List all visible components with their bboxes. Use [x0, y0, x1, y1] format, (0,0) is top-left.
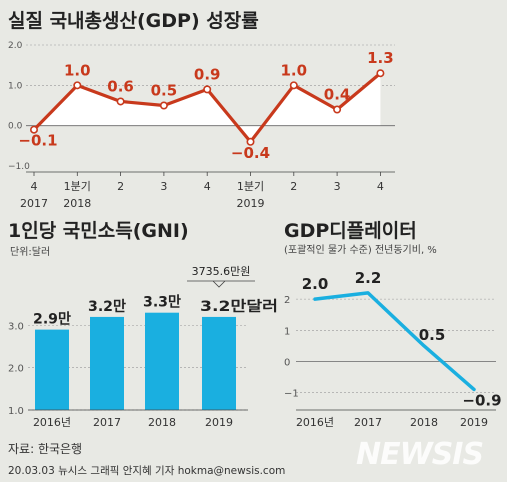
gni-category-label: 2016년: [33, 416, 71, 429]
gdp-quarter-label: 1분기: [237, 180, 264, 193]
gdp-data-point: [159, 101, 168, 110]
gdp-quarter-label: 4: [31, 180, 38, 193]
gdp-data-label: 0.9: [194, 65, 221, 83]
deflator-data-label: 2.0: [302, 275, 329, 293]
deflator-category-label: 2016년: [296, 416, 334, 429]
source-label: 자료: 한국은행: [8, 442, 83, 456]
gdp-data-label: 1.0: [281, 61, 308, 79]
gdp-data-label: 1.3: [367, 49, 394, 67]
gdp-data-label: 0.4: [324, 86, 351, 104]
gdp-data-label: −0.4: [231, 144, 270, 162]
gni-bar: [35, 329, 69, 410]
gni-ytick-label: 1.0: [8, 406, 24, 417]
gdp-data-point: [73, 81, 82, 90]
gni-callout-bracket: [187, 280, 255, 288]
deflator-data-label: −0.9: [462, 391, 501, 409]
deflator-data-label: 2.2: [355, 269, 382, 287]
gni-category-label: 2017: [93, 416, 121, 429]
gni-bar: [90, 316, 124, 410]
gni-value-label: 3.3만: [143, 295, 181, 311]
gdp-data-point: [376, 69, 385, 78]
deflator-data-label: 0.5: [419, 326, 446, 344]
gni-ytick-label: 2.0: [8, 364, 24, 375]
gdp-quarter-label: 2: [117, 180, 124, 193]
gni-bar: [145, 312, 179, 410]
deflator-ytick-label: 2: [284, 295, 290, 306]
gdp-data-label: −0.1: [18, 132, 57, 150]
gni-bar: [202, 316, 236, 410]
gni-category-label: 2019: [205, 416, 233, 429]
gdp-quarter-label: 3: [160, 180, 167, 193]
gdp-data-label: 0.6: [107, 77, 134, 95]
gdp-quarter-label: 2: [290, 180, 297, 193]
gni-value-label: 3.2만: [88, 299, 126, 315]
gdp-area-fill: [34, 73, 381, 142]
deflator-chart-title: GDP디플레이터: [284, 220, 417, 242]
gdp-ytick-label: 1.0: [8, 81, 23, 91]
deflator-ytick-label: 1: [284, 326, 290, 337]
gdp-data-point: [246, 137, 255, 146]
gni-category-label: 2018: [148, 416, 176, 429]
gdp-ytick-label: 2.0: [8, 41, 23, 51]
gdp-data-point: [203, 85, 212, 94]
gdp-year-label: 2017: [20, 197, 48, 210]
deflator-ytick-label: 0: [284, 357, 290, 368]
deflator-series-line: [313, 291, 476, 392]
gdp-ytick-label: 0.0: [8, 122, 23, 132]
gdp-data-point: [29, 125, 38, 134]
gdp-quarter-label: 1분기: [64, 180, 91, 193]
newsis-watermark: NEWSIS: [356, 437, 484, 472]
credit-line: 20.03.03 뉴시스 그래픽 안지혜 기자 hokma@newsis.com: [8, 465, 286, 477]
deflator-category-label: 2017: [354, 416, 382, 429]
gdp-data-point: [333, 105, 342, 114]
deflator-category-label: 2018: [410, 416, 438, 429]
deflator-subtitle: (포괄적인 물가 수준) 전년동기비, %: [284, 245, 437, 256]
gdp-year-label: 2019: [237, 197, 265, 210]
gni-chart-title: 1인당 국민소득(GNI): [8, 220, 189, 242]
gdp-data-label: 1.0: [64, 61, 91, 79]
gdp-ytick-label: −1.0: [8, 162, 30, 172]
gni-callout-label: 3735.6만원: [192, 265, 251, 278]
gni-ytick-label: 3.0: [8, 321, 24, 332]
gdp-year-label: 2018: [63, 197, 91, 210]
gdp-quarter-label: 3: [334, 180, 341, 193]
gdp-quarter-label: 4: [377, 180, 384, 193]
deflator-ytick-label: −1: [284, 389, 299, 400]
gni-value-label: 2.9만: [33, 312, 71, 328]
gdp-data-point: [289, 81, 298, 90]
gdp-quarter-label: 4: [204, 180, 211, 193]
deflator-category-label: 2019: [460, 416, 488, 429]
gni-value-label: 3.2만달러: [200, 299, 278, 315]
gdp-chart-title: 실질 국내총생산(GDP) 성장률: [8, 10, 259, 32]
gdp-data-label: 0.5: [151, 82, 178, 100]
gdp-data-point: [116, 97, 125, 106]
gni-unit-label: 단위:달러: [10, 247, 51, 258]
